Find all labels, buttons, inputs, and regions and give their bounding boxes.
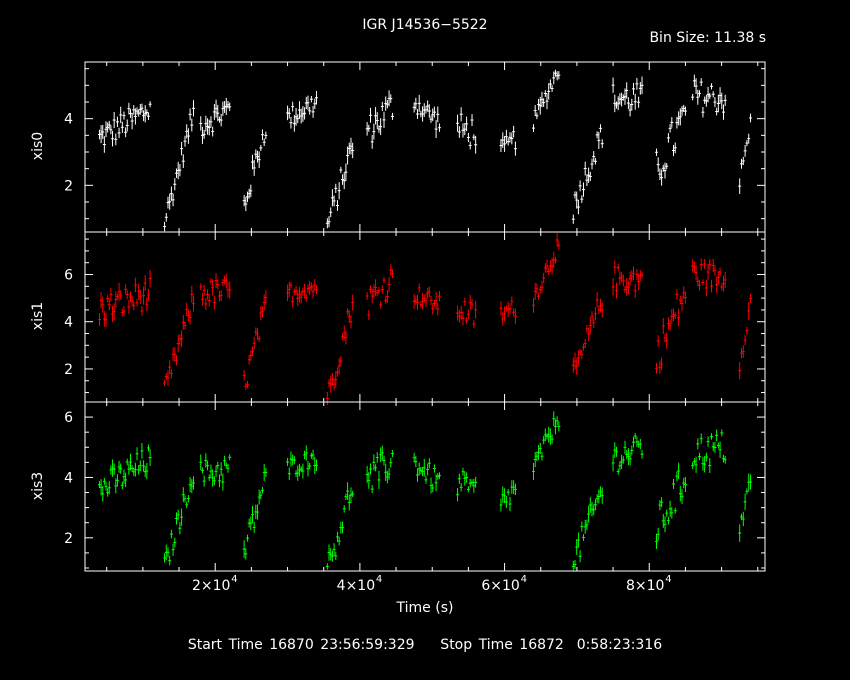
time-range-footer: Start Time 16870 23:56:59:329 Stop Time … bbox=[187, 637, 663, 653]
x-tick-exponent: 4 bbox=[521, 574, 527, 585]
x-tick-exponent: 4 bbox=[231, 574, 237, 585]
y-tick-label-xis0: 2 bbox=[64, 178, 73, 194]
y-axis-label-xis3: xis3 bbox=[30, 471, 46, 500]
y-tick-label-xis3: 2 bbox=[64, 531, 73, 547]
panel-frame-xis3 bbox=[84, 401, 766, 572]
panel-frame-xis0 bbox=[84, 61, 766, 233]
y-tick-label-xis0: 4 bbox=[64, 112, 73, 128]
y-tick-label-xis3: 6 bbox=[64, 410, 73, 426]
y-tick-label-xis1: 4 bbox=[64, 315, 73, 331]
y-tick-label-xis1: 6 bbox=[64, 268, 73, 284]
x-tick-label: 2×10 bbox=[192, 578, 230, 594]
bin-size-label: Bin Size: 11.38 s bbox=[649, 30, 766, 46]
x-tick-exponent: 4 bbox=[376, 574, 382, 585]
x-tick-exponent: 4 bbox=[665, 574, 671, 585]
y-tick-label-xis1: 2 bbox=[64, 362, 73, 378]
y-tick-label-xis3: 4 bbox=[64, 470, 73, 486]
x-tick-label: 6×10 bbox=[481, 578, 519, 594]
x-tick-label: 4×10 bbox=[337, 578, 375, 594]
x-tick-label: 8×10 bbox=[626, 578, 664, 594]
x-axis-label: Time (s) bbox=[396, 600, 454, 616]
y-axis-label-xis0: xis0 bbox=[30, 131, 46, 161]
panel-frame-xis1 bbox=[84, 231, 766, 403]
y-axis-label-xis1: xis1 bbox=[30, 301, 46, 331]
chart-title: IGR J14536−5522 bbox=[362, 17, 488, 33]
